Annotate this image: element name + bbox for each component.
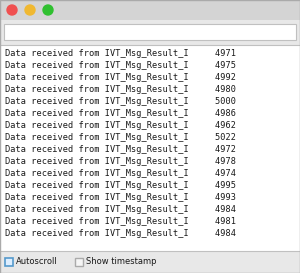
Text: Data received from IVT_Msg_Result_I     4975: Data received from IVT_Msg_Result_I 4975	[5, 61, 236, 70]
Bar	[5, 258, 13, 266]
Text: Data received from IVT_Msg_Result_I     4962: Data received from IVT_Msg_Result_I 4962	[5, 121, 236, 130]
Circle shape	[7, 5, 17, 15]
Text: Data received from IVT_Msg_Result_I     4971: Data received from IVT_Msg_Result_I 4971	[5, 49, 236, 58]
Text: Data received from IVT_Msg_Result_I     4978: Data received from IVT_Msg_Result_I 4978	[5, 158, 236, 167]
Text: Data received from IVT_Msg_Result_I     4974: Data received from IVT_Msg_Result_I 4974	[5, 170, 236, 179]
Bar	[0, 45, 300, 251]
Text: Data received from IVT_Msg_Result_I     4972: Data received from IVT_Msg_Result_I 4972	[5, 146, 236, 155]
Text: Data received from IVT_Msg_Result_I     4984: Data received from IVT_Msg_Result_I 4984	[5, 230, 236, 239]
Bar	[0, 20, 300, 44]
Text: Data received from IVT_Msg_Result_I     4992: Data received from IVT_Msg_Result_I 4992	[5, 73, 236, 82]
Text: Data received from IVT_Msg_Result_I     4995: Data received from IVT_Msg_Result_I 4995	[5, 182, 236, 191]
Text: Data received from IVT_Msg_Result_I     5022: Data received from IVT_Msg_Result_I 5022	[5, 133, 236, 143]
Bar	[4, 24, 296, 40]
Text: Data received from IVT_Msg_Result_I     4993: Data received from IVT_Msg_Result_I 4993	[5, 194, 236, 203]
Bar	[75, 258, 83, 266]
Text: Data received from IVT_Msg_Result_I     5000: Data received from IVT_Msg_Result_I 5000	[5, 97, 236, 106]
Text: Autoscroll: Autoscroll	[16, 257, 58, 266]
Text: Show timestamp: Show timestamp	[86, 257, 157, 266]
Text: Data received from IVT_Msg_Result_I     4981: Data received from IVT_Msg_Result_I 4981	[5, 218, 236, 227]
Bar	[0, 251, 300, 273]
Text: Data received from IVT_Msg_Result_I     4980: Data received from IVT_Msg_Result_I 4980	[5, 85, 236, 94]
Text: Data received from IVT_Msg_Result_I     4986: Data received from IVT_Msg_Result_I 4986	[5, 109, 236, 118]
Circle shape	[43, 5, 53, 15]
Circle shape	[25, 5, 35, 15]
Text: Data received from IVT_Msg_Result_I     4984: Data received from IVT_Msg_Result_I 4984	[5, 206, 236, 215]
Bar	[0, 0, 300, 20]
